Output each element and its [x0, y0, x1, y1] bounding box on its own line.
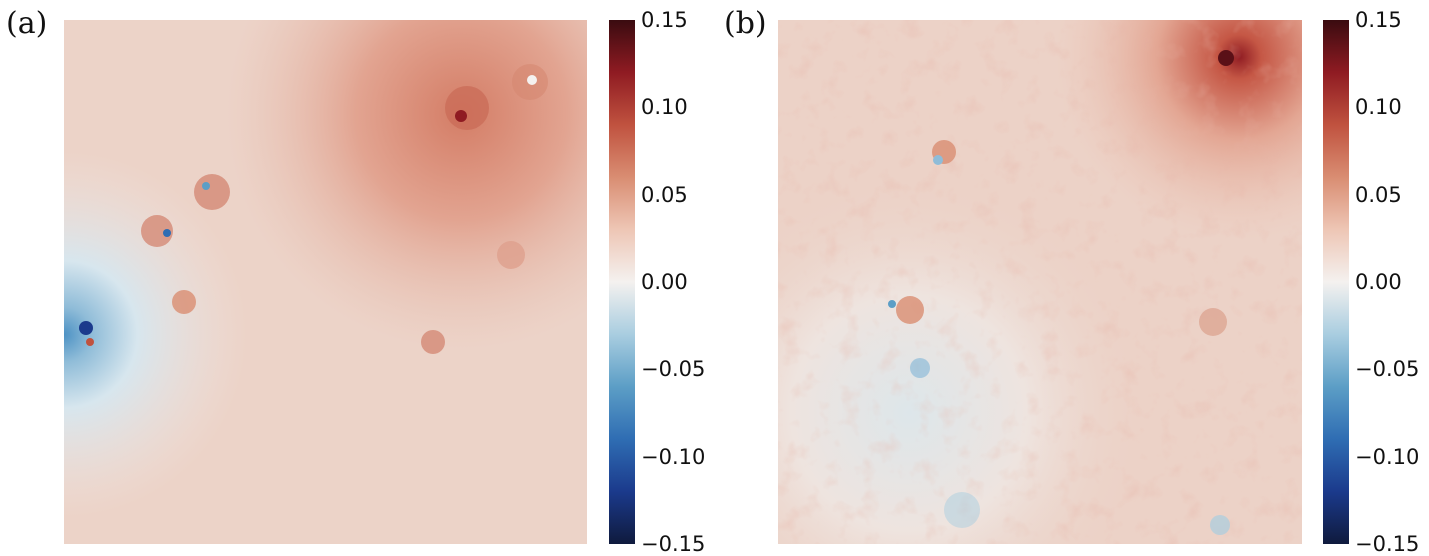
colorbar-a: [609, 20, 635, 544]
colorbar-tick-label: −0.10: [641, 444, 706, 469]
colorbar-tick-label: 0.05: [1355, 182, 1402, 207]
heatmap-a: [64, 20, 587, 544]
colorbar-tick-label: 0.00: [1355, 270, 1402, 294]
panel-label-a: (a): [6, 6, 48, 41]
colorbar-tick-label: 0.00: [641, 270, 688, 294]
colorbar-tick-label: 0.15: [641, 8, 688, 32]
colorbar-tick-label: 0.10: [641, 95, 688, 120]
colorbar-tick-label: −0.15: [641, 532, 706, 556]
hotspots-b: [888, 50, 1234, 535]
colorbar-tick-label: 0.10: [1355, 95, 1402, 120]
colorbar-tick-label: 0.05: [641, 182, 688, 207]
hotspots-a: [79, 64, 548, 354]
colorbar-tick-label: −0.15: [1355, 532, 1420, 556]
colorbar-tick-label: −0.10: [1355, 444, 1420, 469]
heatmap-b: [778, 20, 1302, 544]
colorbar-tick-label: −0.05: [641, 357, 706, 382]
colorbar-tick-label: 0.15: [1355, 8, 1402, 32]
panel-label-b: (b): [724, 6, 767, 41]
colorbar-b: [1323, 20, 1349, 544]
colorbar-tick-label: −0.05: [1355, 357, 1420, 382]
